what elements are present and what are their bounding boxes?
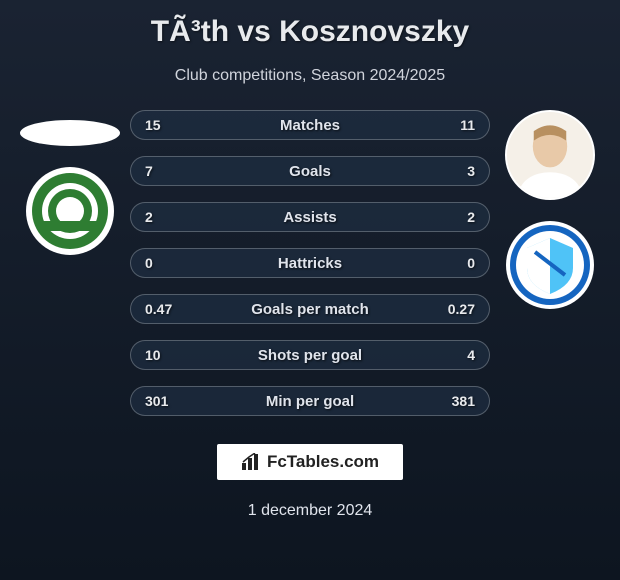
root-container: TÃ³th vs Kosznovszky Club competitions, … (0, 0, 620, 580)
stat-row: 15 Matches 11 (130, 110, 490, 140)
stat-row: 0.47 Goals per match 0.27 (130, 294, 490, 324)
stat-left-value: 301 (145, 393, 168, 409)
stat-right-value: 2 (467, 209, 475, 225)
stat-right-value: 0.27 (448, 301, 475, 317)
page-subtitle: Club competitions, Season 2024/2025 (175, 67, 445, 85)
player-right-avatar (505, 110, 595, 200)
stat-label: Shots per goal (258, 347, 362, 364)
club-right-badge (505, 220, 595, 310)
chart-icon (241, 453, 261, 471)
stat-label: Goals per match (251, 301, 369, 318)
stat-label: Goals (289, 163, 331, 180)
club-right-icon (505, 220, 595, 310)
page-title: TÃ³th vs Kosznovszky (151, 15, 469, 49)
stats-column: 15 Matches 11 7 Goals 3 2 Assists 2 0 Hattricks 0 0.… (130, 110, 490, 416)
stat-row: 10 Shots per goal 4 (130, 340, 490, 370)
left-column (10, 110, 130, 256)
stat-left-value: 10 (145, 347, 161, 363)
club-left-badge (25, 166, 115, 256)
stat-label: Min per goal (266, 393, 354, 410)
stat-row: 301 Min per goal 381 (130, 386, 490, 416)
stat-row: 2 Assists 2 (130, 202, 490, 232)
stat-right-value: 381 (452, 393, 475, 409)
club-left-icon (25, 166, 115, 256)
stat-left-value: 0.47 (145, 301, 172, 317)
stat-left-value: 7 (145, 163, 153, 179)
stat-right-value: 11 (460, 117, 475, 133)
stat-right-value: 3 (467, 163, 475, 179)
stat-label: Hattricks (278, 255, 342, 272)
right-column (490, 110, 610, 310)
stat-label: Assists (283, 209, 336, 226)
stat-left-value: 2 (145, 209, 153, 225)
stat-left-value: 0 (145, 255, 153, 271)
stat-label: Matches (280, 117, 340, 134)
stat-right-value: 0 (467, 255, 475, 271)
player-left-avatar (20, 120, 120, 146)
stat-row: 0 Hattricks 0 (130, 248, 490, 278)
content-area: 15 Matches 11 7 Goals 3 2 Assists 2 0 Hattricks 0 0.… (0, 110, 620, 416)
footer-logo: FcTables.com (217, 444, 403, 480)
footer-logo-text: FcTables.com (267, 452, 379, 472)
stat-right-value: 4 (467, 347, 475, 363)
stat-left-value: 15 (145, 117, 161, 133)
stat-row: 7 Goals 3 (130, 156, 490, 186)
person-icon (507, 112, 593, 198)
footer-date: 1 december 2024 (248, 502, 373, 520)
